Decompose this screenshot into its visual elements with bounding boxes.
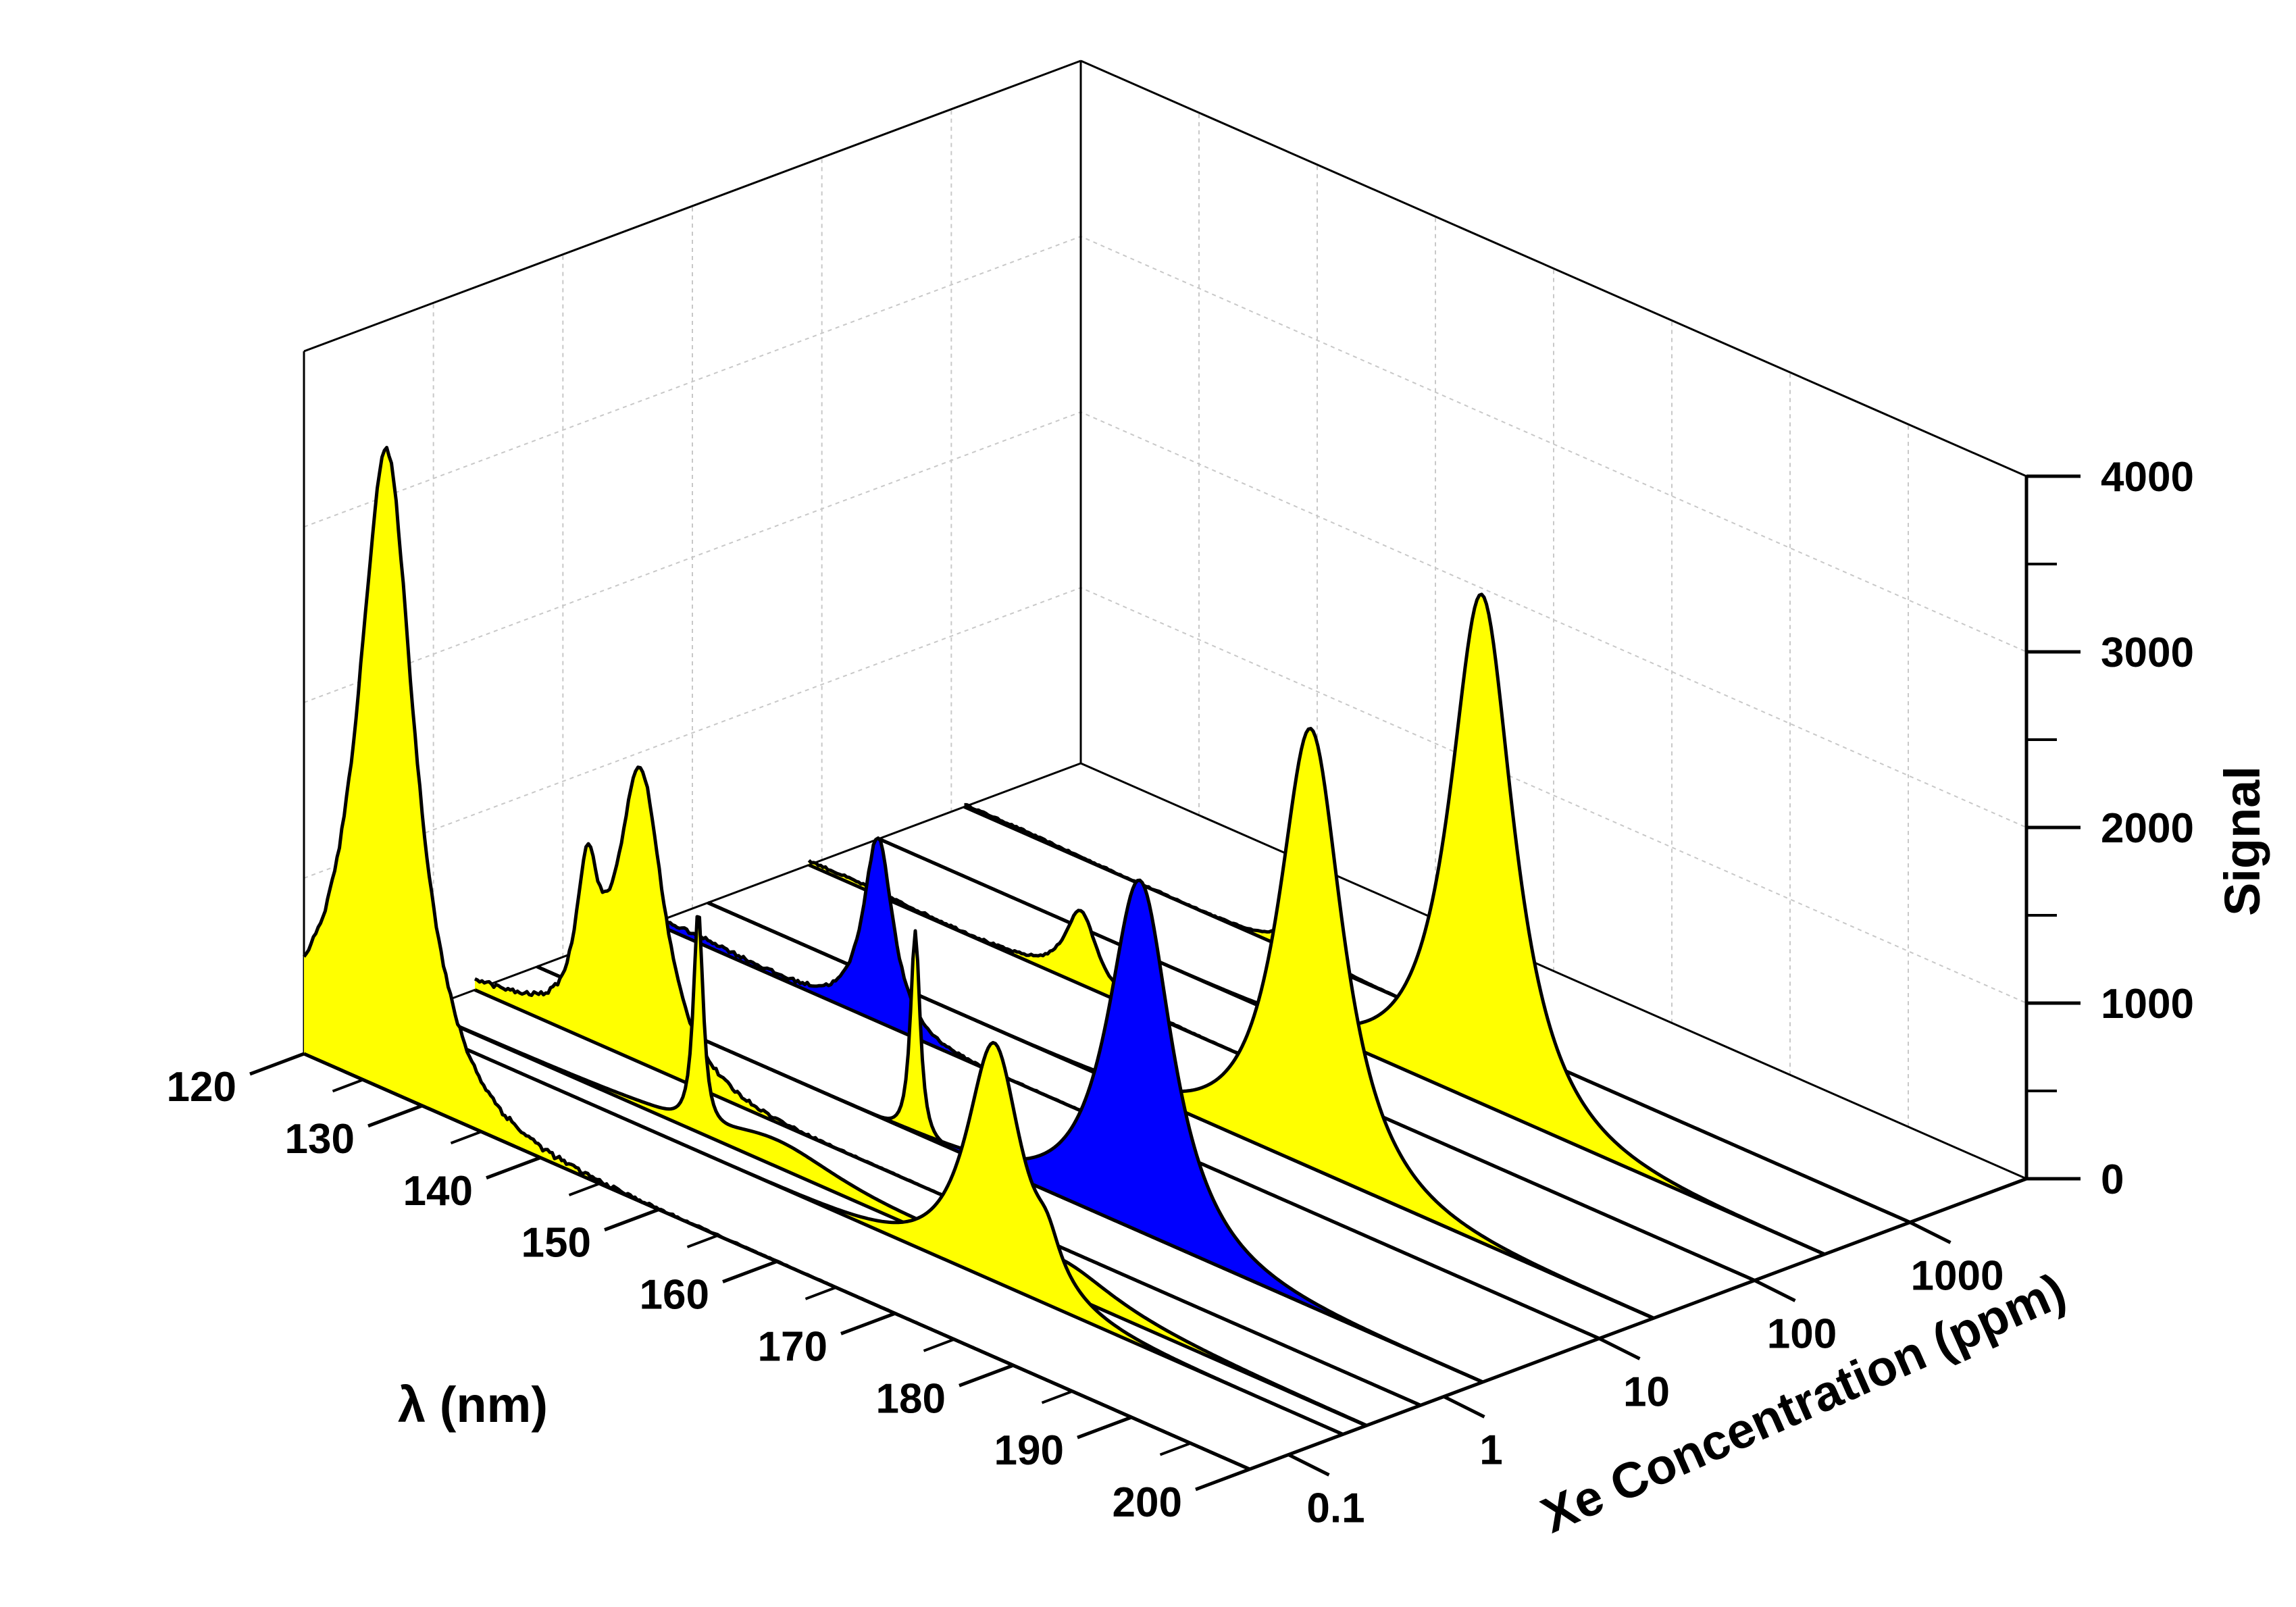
x-minor-tick <box>450 1130 482 1145</box>
y-axis-title: Signal <box>2214 766 2270 916</box>
x-tick <box>249 1052 305 1076</box>
x-tick <box>722 1260 777 1283</box>
x-tick <box>840 1312 896 1335</box>
series-area <box>537 880 1483 1382</box>
x-minor-tick <box>332 1078 364 1093</box>
box-edge <box>1080 762 2027 1180</box>
z-tick <box>1443 1395 1485 1419</box>
z-tick-label: 1 <box>1479 1427 1502 1474</box>
series-layer <box>302 446 1911 1471</box>
z-tick <box>1598 1337 1641 1360</box>
series-line <box>302 446 1250 1471</box>
x-minor-tick <box>1159 1442 1192 1456</box>
series-line <box>419 915 1367 1427</box>
series-area <box>809 860 1755 1281</box>
series-slice-9 <box>396 1017 1344 1436</box>
box-edge <box>303 59 1081 353</box>
x-tick <box>959 1363 1014 1387</box>
z-tick-label: 0.1 <box>1306 1485 1364 1532</box>
grid-line <box>303 59 2027 477</box>
z-tick <box>1909 1221 1951 1244</box>
x-minor-tick <box>923 1337 955 1352</box>
grid-line <box>303 586 2027 1004</box>
z-tick <box>1754 1279 1796 1302</box>
x-minor-tick <box>805 1286 837 1300</box>
series-area <box>304 447 1250 1469</box>
z-tick-label: 100 <box>1767 1311 1837 1358</box>
box-edge <box>1080 59 2027 478</box>
x-axis-title: λ (nm) <box>398 1377 548 1433</box>
x-tick-label: 140 <box>403 1168 473 1215</box>
series-baseline <box>396 1017 1344 1436</box>
z-tick-label: 10 <box>1623 1369 1670 1416</box>
series-area <box>653 838 1600 1339</box>
x-tick <box>1195 1467 1250 1491</box>
z-tick <box>1287 1453 1330 1477</box>
x-tick-label: 190 <box>994 1427 1064 1474</box>
y-tick-label: 0 <box>2101 1156 2124 1203</box>
y-tick-label: 2000 <box>2101 805 2194 852</box>
x-tick <box>1077 1415 1132 1439</box>
x-tick-label: 180 <box>876 1375 946 1422</box>
axis-ticks <box>249 474 2081 1491</box>
x-minor-tick <box>1041 1389 1073 1404</box>
grid-line <box>303 411 2027 828</box>
x-tick-label: 170 <box>758 1323 827 1370</box>
x-tick <box>486 1156 541 1180</box>
series-slice-6 <box>419 915 1367 1427</box>
series-slice-1 <box>302 446 1251 1471</box>
y-tick-label: 1000 <box>2101 981 2194 1027</box>
z-axis-title: Xe Concentration (ppm) <box>1533 1262 2074 1544</box>
x-tick-label: 160 <box>640 1272 709 1319</box>
z-tick-label: 1000 <box>1911 1253 2004 1300</box>
z-axis-line <box>1249 1177 2027 1471</box>
x-minor-tick <box>686 1234 719 1248</box>
tick-labels: 120 130 140 150 160 170 180 190 200 0.1 1 10 100 1000… <box>167 454 2194 1532</box>
x-tick-label: 200 <box>1113 1479 1182 1526</box>
series-baseline <box>419 1009 1367 1427</box>
x-tick-label: 120 <box>167 1064 236 1111</box>
y-tick-label: 4000 <box>2101 454 2194 501</box>
x-tick <box>604 1208 659 1231</box>
y-tick-label: 3000 <box>2101 630 2194 676</box>
x-tick <box>367 1104 423 1128</box>
x-minor-tick <box>568 1182 601 1197</box>
x-tick-label: 150 <box>521 1220 591 1267</box>
x-tick-label: 130 <box>285 1116 355 1163</box>
